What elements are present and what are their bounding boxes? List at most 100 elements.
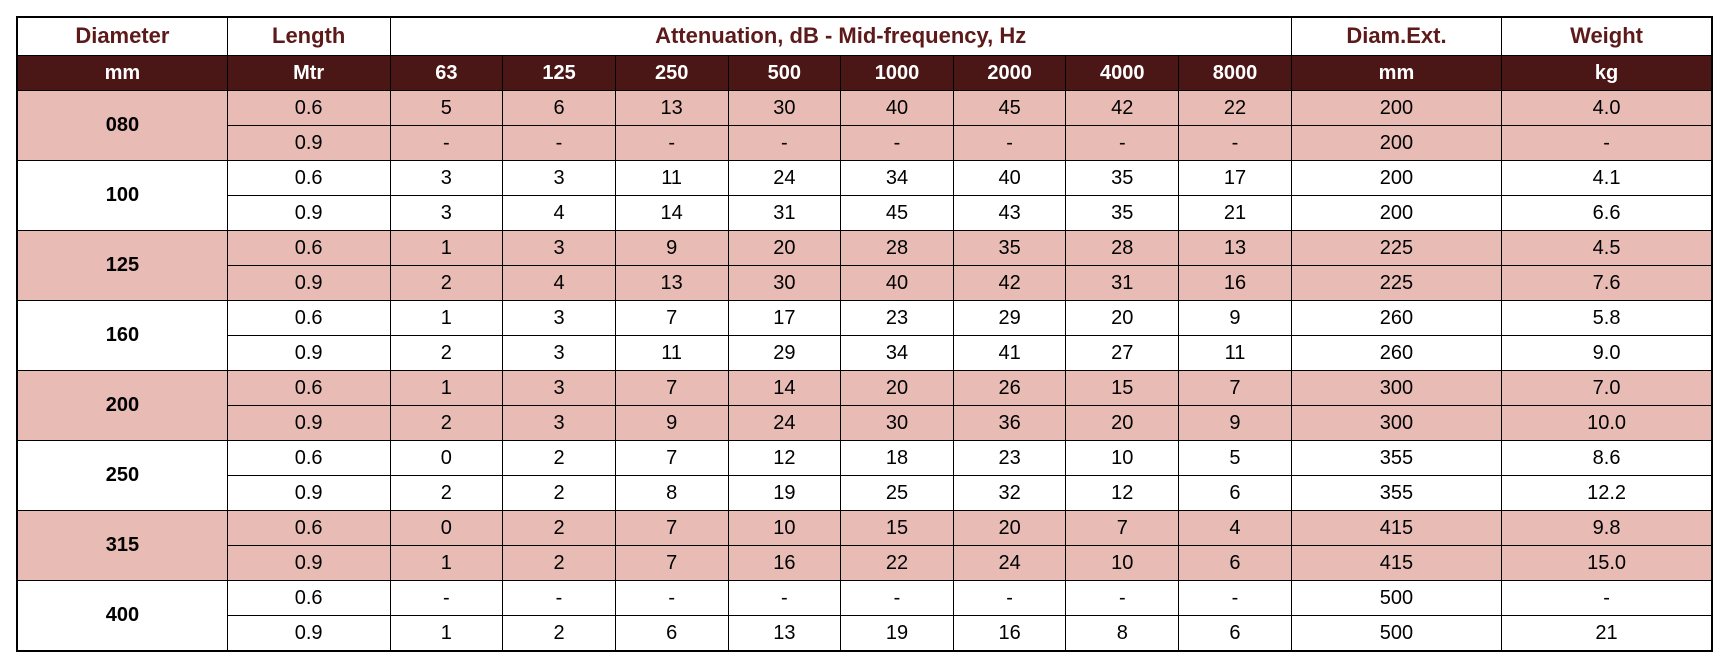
cell-attenuation: 2 [503,440,616,475]
cell-diam-ext: 300 [1291,370,1501,405]
table-row: 3150.6027101520744159.8 [17,510,1712,545]
cell-attenuation: 29 [728,335,841,370]
cell-attenuation: 3 [503,370,616,405]
cell-length: 0.9 [227,125,390,160]
cell-attenuation: 36 [953,405,1066,440]
cell-attenuation: 32 [953,475,1066,510]
cell-length: 0.6 [227,440,390,475]
cell-attenuation: 31 [1066,265,1179,300]
cell-attenuation: 4 [1179,510,1292,545]
cell-attenuation: - [503,125,616,160]
cell-attenuation: 7 [1179,370,1292,405]
cell-attenuation: 21 [1179,195,1292,230]
cell-diameter: 400 [17,580,227,651]
cell-attenuation: 18 [841,440,954,475]
cell-attenuation: 1 [390,300,503,335]
cell-weight: 7.6 [1502,265,1712,300]
cell-attenuation: 23 [841,300,954,335]
cell-attenuation: 2 [503,475,616,510]
freq-header: 4000 [1066,55,1179,90]
cell-diam-ext: 415 [1291,545,1501,580]
table-row: 0.9231129344127112609.0 [17,335,1712,370]
table-row: 0.922819253212635512.2 [17,475,1712,510]
cell-attenuation: - [841,125,954,160]
cell-weight: 9.8 [1502,510,1712,545]
cell-attenuation: 31 [728,195,841,230]
cell-diam-ext: 355 [1291,475,1501,510]
cell-diam-ext: 500 [1291,580,1501,615]
cell-weight: 8.6 [1502,440,1712,475]
cell-attenuation: 3 [390,195,503,230]
col-header-attenuation: Attenuation, dB - Mid-frequency, Hz [390,17,1291,55]
cell-attenuation: 30 [728,90,841,125]
cell-attenuation: 1 [390,230,503,265]
cell-attenuation: 1 [390,370,503,405]
table-header: Diameter Length Attenuation, dB - Mid-fr… [17,17,1712,90]
cell-weight: 4.5 [1502,230,1712,265]
cell-attenuation: 20 [953,510,1066,545]
cell-attenuation: 9 [615,230,728,265]
cell-attenuation: 6 [1179,475,1292,510]
cell-length: 0.6 [227,160,390,195]
unit-length: Mtr [227,55,390,90]
freq-header: 500 [728,55,841,90]
cell-diameter: 160 [17,300,227,370]
cell-attenuation: 7 [615,440,728,475]
cell-diameter: 100 [17,160,227,230]
unit-diam-ext: mm [1291,55,1501,90]
cell-attenuation: 10 [728,510,841,545]
cell-diam-ext: 260 [1291,335,1501,370]
cell-attenuation: - [1066,125,1179,160]
cell-attenuation: 20 [1066,300,1179,335]
cell-length: 0.9 [227,545,390,580]
cell-diam-ext: 225 [1291,230,1501,265]
freq-header: 1000 [841,55,954,90]
cell-diam-ext: 200 [1291,195,1501,230]
cell-length: 0.6 [227,90,390,125]
cell-weight: 4.1 [1502,160,1712,195]
cell-attenuation: 17 [728,300,841,335]
cell-diameter: 200 [17,370,227,440]
cell-attenuation: 25 [841,475,954,510]
cell-attenuation: - [390,580,503,615]
cell-attenuation: 30 [841,405,954,440]
col-header-diam-ext: Diam.Ext. [1291,17,1501,55]
cell-attenuation: 20 [1066,405,1179,440]
cell-attenuation: 35 [1066,160,1179,195]
cell-attenuation: 2 [390,335,503,370]
table-row: 0800.6561330404542222004.0 [17,90,1712,125]
cell-attenuation: 16 [1179,265,1292,300]
table-row: 0.9--------200- [17,125,1712,160]
cell-attenuation: 3 [503,405,616,440]
cell-attenuation: 11 [615,335,728,370]
cell-attenuation: - [841,580,954,615]
cell-attenuation: 20 [728,230,841,265]
table-row: 1250.613920283528132254.5 [17,230,1712,265]
cell-weight: 15.0 [1502,545,1712,580]
cell-attenuation: 2 [390,405,503,440]
cell-attenuation: 14 [728,370,841,405]
cell-weight: 12.2 [1502,475,1712,510]
cell-attenuation: 35 [1066,195,1179,230]
col-header-weight: Weight [1502,17,1712,55]
cell-attenuation: 41 [953,335,1066,370]
cell-attenuation: 16 [728,545,841,580]
cell-attenuation: 22 [841,545,954,580]
col-header-diameter: Diameter [17,17,227,55]
cell-attenuation: 2 [503,545,616,580]
cell-diam-ext: 260 [1291,300,1501,335]
cell-attenuation: 2 [390,265,503,300]
table-row: 2000.61371420261573007.0 [17,370,1712,405]
cell-attenuation: - [1179,580,1292,615]
cell-attenuation: 9 [615,405,728,440]
cell-attenuation: 3 [390,160,503,195]
table-row: 1000.6331124344035172004.1 [17,160,1712,195]
cell-attenuation: - [953,580,1066,615]
cell-weight: 4.0 [1502,90,1712,125]
cell-attenuation: 20 [841,370,954,405]
cell-attenuation: 13 [1179,230,1292,265]
cell-diam-ext: 200 [1291,125,1501,160]
cell-attenuation: 43 [953,195,1066,230]
cell-attenuation: 4 [503,265,616,300]
cell-attenuation: 40 [953,160,1066,195]
